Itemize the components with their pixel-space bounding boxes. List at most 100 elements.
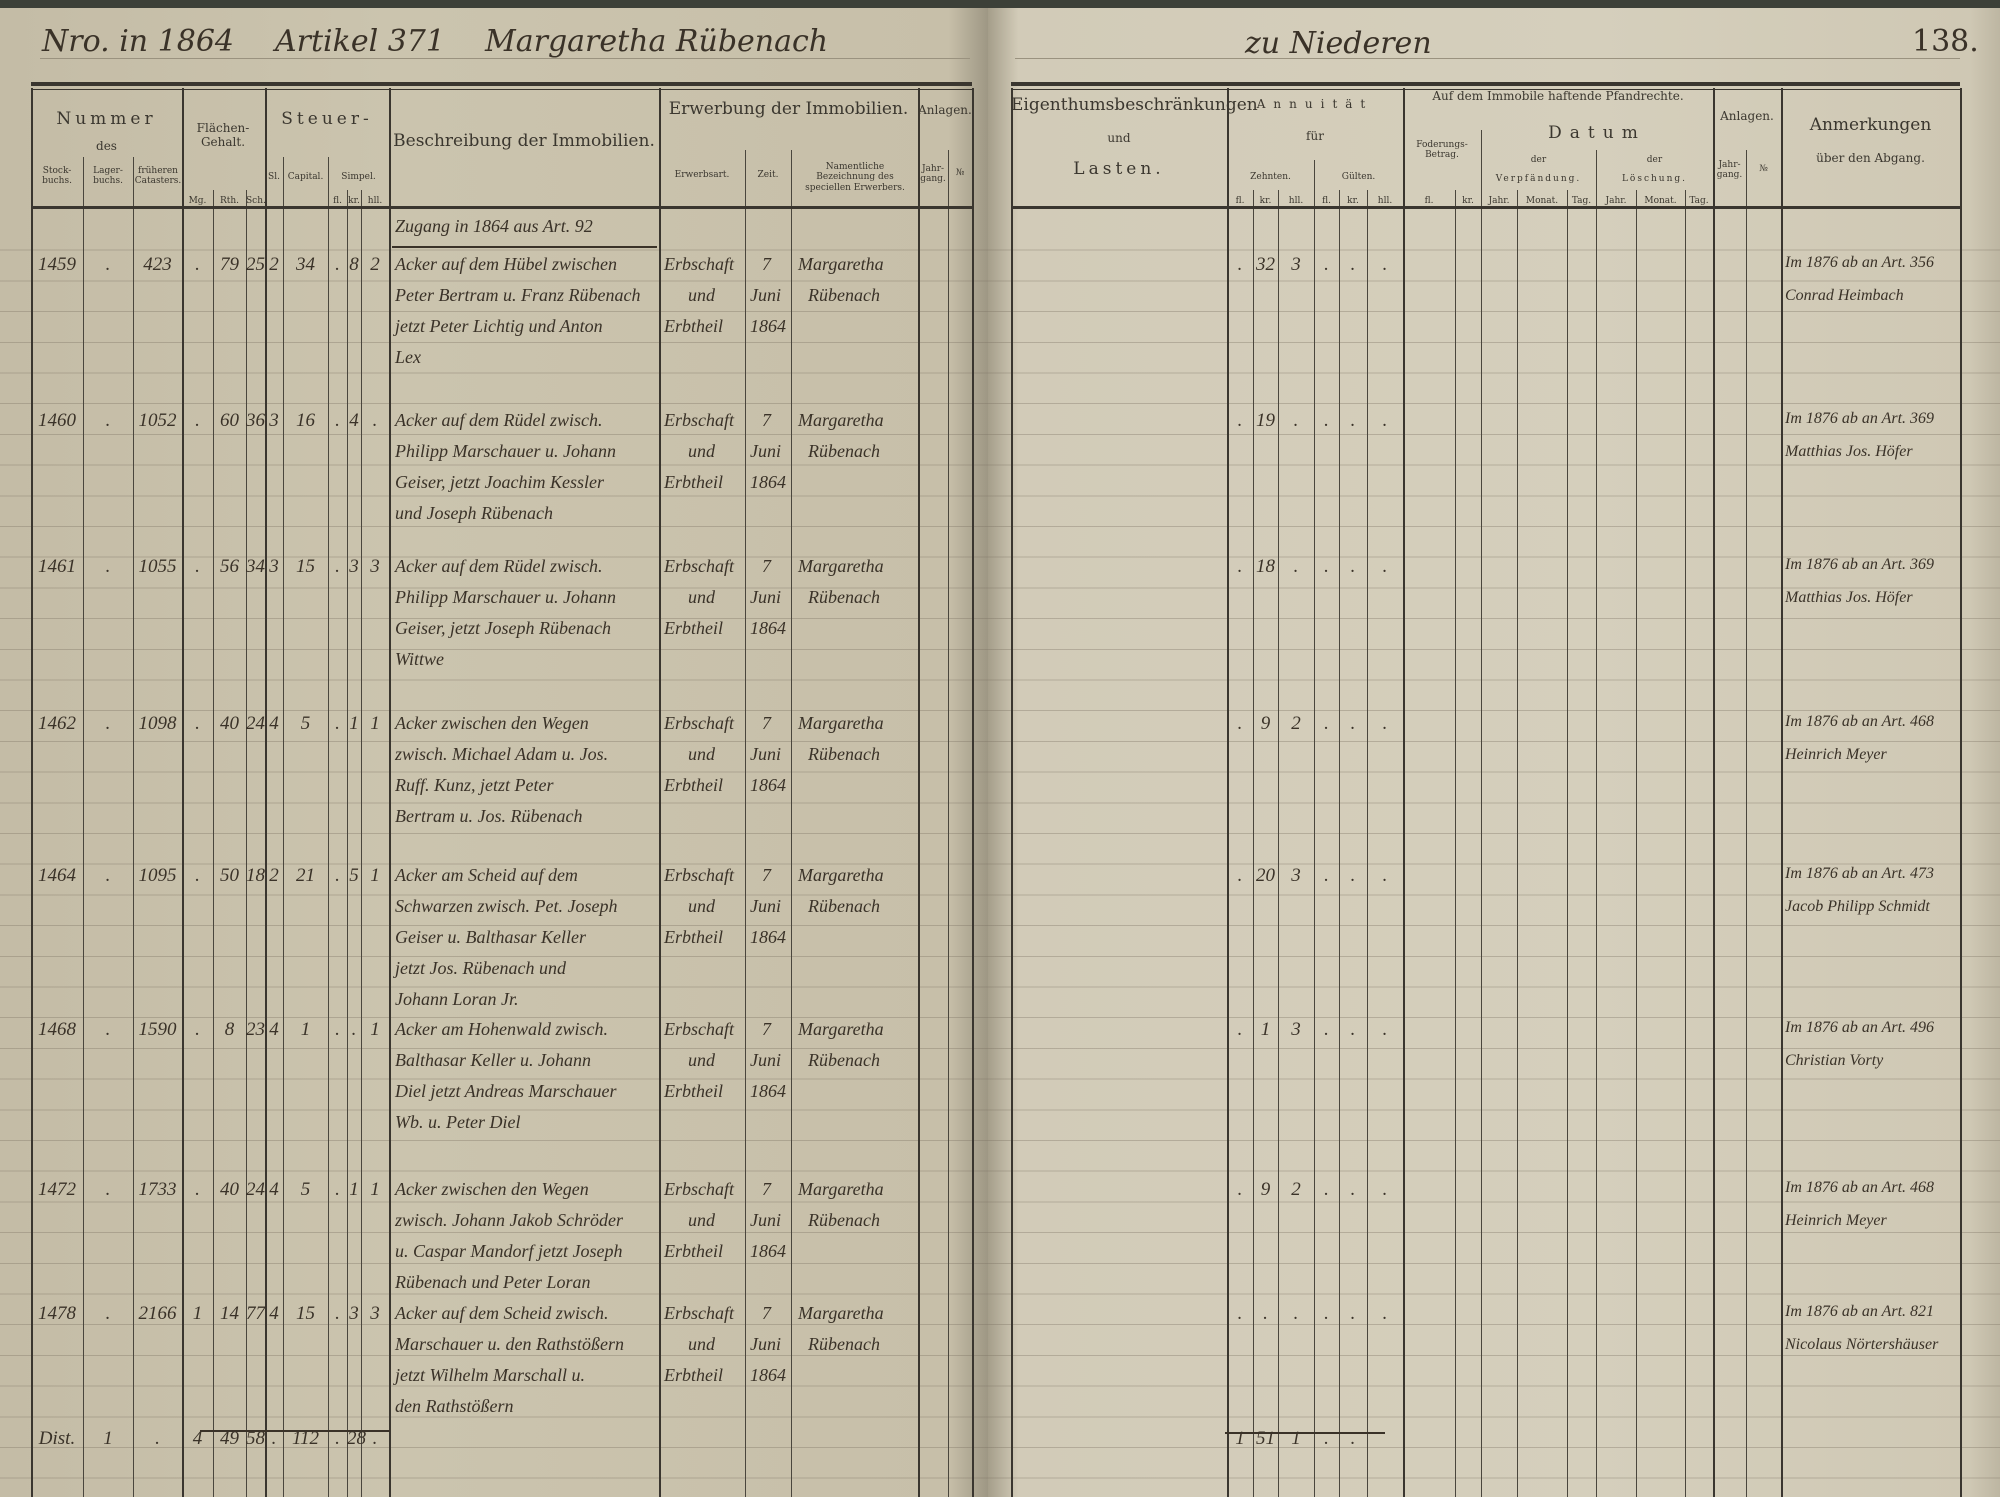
total-g-fl: . [1324,1428,1329,1449]
cell-mg: . [195,556,200,577]
header-beschreibung: Beschreibung der Immobilien. [393,131,655,151]
column-divider [1481,130,1482,1497]
description-line: Schwarzen zwisch. Pet. Joseph [395,896,618,916]
cell-z-fl: . [1237,254,1243,275]
header-zehnten: Zehnten. [1250,172,1291,182]
header-der-loeschung: der [1646,155,1663,165]
column-divider [1253,190,1254,1497]
header-verpfaendung: Verpfändung. [1495,174,1582,184]
acquirer-name: Rübenach [808,1210,880,1230]
remark-line: Im 1876 ab an Art. 821 [1785,1303,1935,1320]
description-line: Philipp Marschauer u. Johann [395,587,616,607]
description-line: Acker zwischen den Wegen [395,713,589,733]
cell-frueheren: 1055 [138,556,177,577]
cell-sl: 3 [269,410,279,431]
left-page [0,8,988,1497]
totals-underline [1225,1432,1385,1434]
cell-z-kr: 9 [1260,1179,1271,1200]
description-line: Geiser, jetzt Joachim Kessler [395,472,604,492]
column-divider [83,157,84,1497]
header-anmerkungen: Anmerkungen [1809,115,1932,135]
column-divider [972,88,974,1497]
header-pfandrechte: Auf dem Immobile haftende Pfandrechte. [1432,89,1684,103]
cell-rth: 8 [224,1019,235,1040]
column-divider [31,88,33,1497]
acquisition-date: 7 [762,713,771,733]
description-line: Acker auf dem Rüdel zwisch. [395,410,603,430]
cell-s-hll: 1 [370,1179,380,1200]
description-line: Acker auf dem Scheid zwisch. [395,1303,609,1323]
cell-stock: 1462 [38,713,76,734]
cell-mg: . [195,254,200,275]
header-sl: Sl. [268,172,280,182]
acquirer-name: Rübenach [808,1334,880,1354]
intro-underline [392,246,657,248]
description-line: den Rathstößern [395,1396,514,1416]
cell-g-fl: . [1324,1303,1329,1324]
cell-stock: 1472 [38,1179,76,1200]
header-erwerbung: Erwerbung der Immobilien. [668,99,909,119]
header-des: des [96,139,117,153]
acquisition-date: 7 [762,254,771,274]
cell-lager: . [105,556,111,577]
cell-z-fl: . [1237,556,1243,577]
header-jahrgang-right: Jahr-gang. [1716,160,1743,181]
description-line: Acker am Scheid auf dem [395,865,578,885]
acquisition-type: und [688,744,715,764]
remark-line: Conrad Heimbach [1785,287,1904,304]
acquisition-date: 7 [762,410,771,430]
header-erwerber: Namentliche Bezeichnung des speciellen E… [805,162,905,193]
cell-sl: 4 [269,1303,279,1324]
column-divider [1713,88,1715,1497]
acquisition-date: 7 [762,1303,771,1323]
column-divider [791,150,792,1497]
header-stockbuchs: Stock-buchs. [42,166,72,187]
header-flaechen: Flächen-Gehalt. [196,121,250,149]
cell-s-fl: . [335,556,340,577]
column-divider [347,190,348,1497]
acquisition-type: Erbtheil [664,927,723,947]
total-stock: Dist. [38,1428,76,1449]
description-line: zwisch. Johann Jakob Schröder [395,1210,623,1230]
column-divider [1011,88,1013,1497]
description-line: Wittwe [395,649,444,669]
header-zehnten-fl: fl. [1235,196,1245,206]
cell-rth: 60 [220,410,239,431]
acquisition-type: Erbtheil [664,775,723,795]
cell-sl: 4 [269,713,279,734]
cell-g-hll: . [1382,410,1388,431]
header-lasten: Lasten. [1073,159,1165,179]
column-divider [948,150,949,1497]
total-z-fl: 1 [1235,1428,1245,1449]
header-gulten-fl: fl. [1322,196,1331,206]
header-nr-left: № [955,168,965,178]
cell-stock: 1459 [38,254,76,275]
column-divider [265,88,267,1497]
header-frueheren: früheren Catasters. [134,166,182,187]
cell-lager: . [105,713,111,734]
remark-line: Heinrich Meyer [1785,746,1887,763]
cell-s-kr: 1 [349,713,359,734]
total-mg: 4 [192,1428,203,1449]
cell-g-fl: . [1324,713,1329,734]
cell-sch: 34 [246,556,265,577]
cell-z-kr: 19 [1256,410,1275,431]
title-baseline [40,58,970,59]
cell-z-kr: 9 [1260,713,1271,734]
cell-g-fl: . [1324,556,1329,577]
intro-note: Zugang in 1864 aus Art. 92 [395,216,593,236]
header-foderung-kr: kr. [1462,196,1474,206]
header-top-rule-thin [1011,89,1960,90]
acquisition-date: Juni [750,744,781,764]
column-divider [1403,88,1405,1497]
title-baseline [1015,58,1960,59]
acquirer-name: Rübenach [808,896,880,916]
remark-line: Im 1876 ab an Art. 468 [1785,1179,1935,1196]
cell-s-fl: . [335,1019,340,1040]
header-zehnten-hll: hll. [1288,196,1304,206]
total-sl: . [271,1428,277,1449]
header-simpel-fl: fl. [333,196,342,206]
cell-s-kr: 5 [349,865,359,886]
remark-line: Im 1876 ab an Art. 496 [1785,1019,1935,1036]
description-line: Diel jetzt Andreas Marschauer [395,1081,617,1101]
